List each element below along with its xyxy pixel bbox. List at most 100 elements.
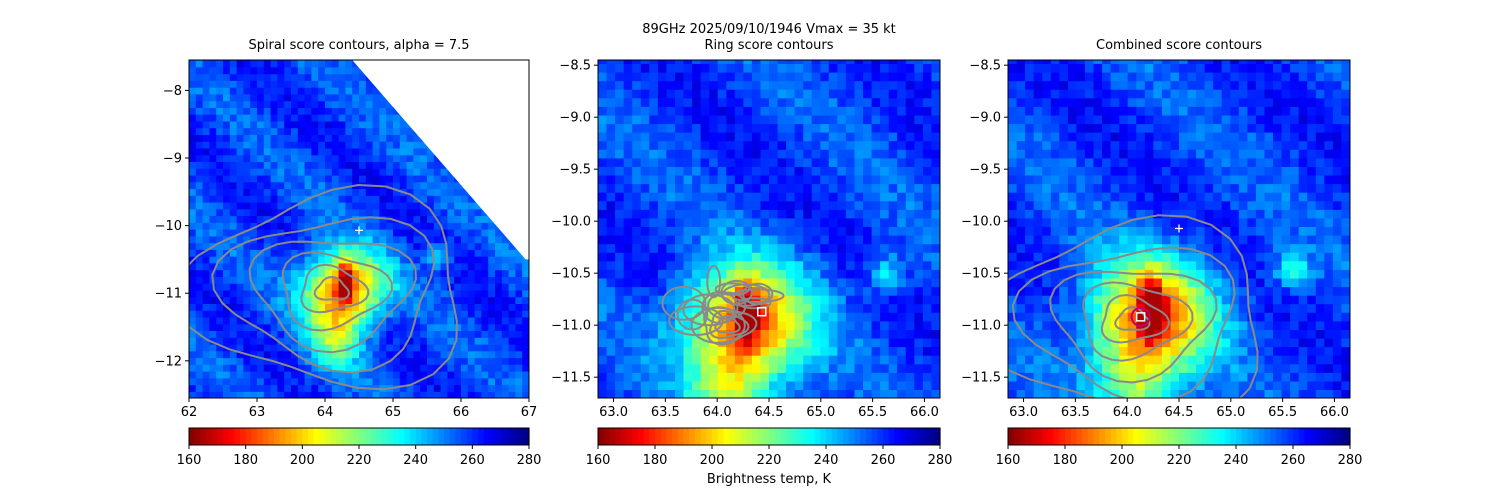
- colorbar-segment: [655, 428, 662, 445]
- colorbar-segment: [1190, 428, 1197, 445]
- colorbar-segment: [228, 428, 235, 445]
- colorbar-tick-label: 260: [1281, 453, 1306, 468]
- colorbar-segment: [359, 428, 366, 445]
- colorbar-segment: [1104, 428, 1112, 445]
- colorbar-segment: [381, 428, 388, 445]
- colorbar-segment: [495, 428, 502, 445]
- colorbar-segment: [672, 428, 679, 445]
- heatmap-field: [598, 60, 940, 398]
- colorbar-segment: [211, 428, 218, 445]
- colorbar-segment: [1332, 428, 1340, 445]
- colorbar: 160 180 200 220 240 260 280: [177, 427, 541, 468]
- colorbar-segment: [666, 428, 673, 445]
- y-tick-label: −10.0: [551, 215, 591, 230]
- colorbar-segment: [285, 428, 292, 445]
- x-tick-label: 65.0: [1216, 405, 1245, 420]
- colorbar-segment: [398, 428, 405, 445]
- colorbar-segment: [466, 428, 473, 445]
- colorbar-segment: [421, 428, 428, 445]
- colorbar-segment: [1025, 428, 1032, 445]
- x-tick-label: 66.0: [910, 405, 939, 420]
- score-contour-ring: [300, 263, 370, 314]
- center-plus-marker: [1175, 224, 1183, 233]
- y-tick-label: −8.5: [969, 59, 1001, 74]
- colorbar-segment: [387, 428, 394, 445]
- ring-contour: [690, 306, 746, 344]
- colorbar-segment: [837, 428, 844, 445]
- score-contours: [1008, 214, 1259, 398]
- y-tick-label: −11.0: [551, 319, 591, 334]
- colorbar-segment: [894, 428, 901, 445]
- y-tick-label: −11.5: [551, 371, 591, 386]
- colorbar-segment: [598, 428, 605, 445]
- colorbar-segment: [342, 428, 349, 445]
- colorbar-tick-label: 280: [1338, 453, 1363, 468]
- colorbar-segment: [1321, 428, 1328, 445]
- score-contours: [661, 264, 785, 346]
- colorbar-segment: [1310, 428, 1317, 445]
- colorbar-segment: [1213, 428, 1220, 445]
- colorbar-segment: [370, 428, 377, 445]
- colorbar-segment: [808, 428, 816, 445]
- panel-3: 63.0 63.5 64.0 64.5 65.0 65.5 66.0 −11.5 −11.0 −1…: [961, 59, 1363, 468]
- colorbar-segment: [444, 428, 451, 445]
- colorbar-segment: [723, 428, 730, 445]
- x-tick-label: 63.5: [651, 405, 680, 420]
- colorbar-segment: [257, 428, 264, 445]
- panel-1: 62 63 64 65 66 67 −12 −11 −10 −9 −8 160 180 200 220 240…: [155, 59, 541, 468]
- colorbar-segment: [1230, 428, 1237, 445]
- y-tick-label: −10.5: [551, 267, 591, 282]
- colorbar-segment: [694, 428, 702, 445]
- colorbar-segment: [313, 428, 320, 445]
- colorbar-segment: [1253, 428, 1260, 445]
- colorbar-segment: [240, 428, 247, 445]
- axes-frame: [188, 59, 530, 399]
- colorbar-segment: [717, 428, 724, 445]
- colorbar-segment: [1013, 428, 1020, 445]
- colorbar-tick-label: 220: [1167, 453, 1192, 468]
- colorbar-segment: [729, 428, 736, 445]
- colorbar-segment: [1201, 428, 1209, 445]
- colorbar-segment: [291, 428, 298, 445]
- x-tick-label: 62: [181, 405, 198, 420]
- score-contour-ring: [1008, 214, 1259, 398]
- colorbar-segment: [1053, 428, 1060, 445]
- colorbar-segment: [449, 428, 456, 445]
- colorbar-segment: [308, 428, 315, 445]
- colorbar-segment: [217, 428, 224, 445]
- colorbar-segment: [689, 428, 696, 445]
- colorbar-segment: [677, 428, 685, 445]
- colorbar-segment: [245, 428, 252, 445]
- y-tick-label: −11.0: [961, 319, 1001, 334]
- score-contours: [189, 183, 458, 391]
- colorbar-segment: [512, 428, 519, 445]
- colorbar-segment: [330, 428, 337, 445]
- colorbar-segment: [478, 428, 485, 445]
- colorbar-segment: [427, 428, 434, 445]
- ring-contour: [721, 283, 771, 307]
- colorbar-segment: [1281, 428, 1288, 445]
- colorbar-segment: [820, 428, 827, 445]
- y-tick-label: −10.0: [961, 215, 1001, 230]
- colorbar-segment: [905, 428, 913, 445]
- y-tick-label: −10.5: [961, 267, 1001, 282]
- colorbar-segment: [1293, 428, 1300, 445]
- colorbar-segment: [1241, 428, 1248, 445]
- colorbar-segment: [1156, 428, 1163, 445]
- colorbar-segment: [826, 428, 833, 445]
- colorbar-segment: [763, 428, 770, 445]
- center-circle-marker: [1130, 306, 1151, 327]
- heatmap-field: [1008, 60, 1350, 398]
- colorbar-segment: [1218, 428, 1226, 445]
- score-contour-ring: [1049, 270, 1218, 384]
- colorbar-segment: [1030, 428, 1038, 445]
- colorbar-segment: [1139, 428, 1146, 445]
- colorbar-segment: [1019, 428, 1026, 445]
- figure-suptitle: 89GHz 2025/09/10/1946 Vmax = 35 kt: [642, 22, 896, 37]
- colorbar-segment: [302, 428, 309, 445]
- score-contour-ring: [281, 251, 393, 332]
- colorbar-segment: [234, 428, 241, 445]
- colorbar-segment: [797, 428, 804, 445]
- score-contour-ring: [1114, 306, 1151, 331]
- colorbar-segment: [911, 428, 918, 445]
